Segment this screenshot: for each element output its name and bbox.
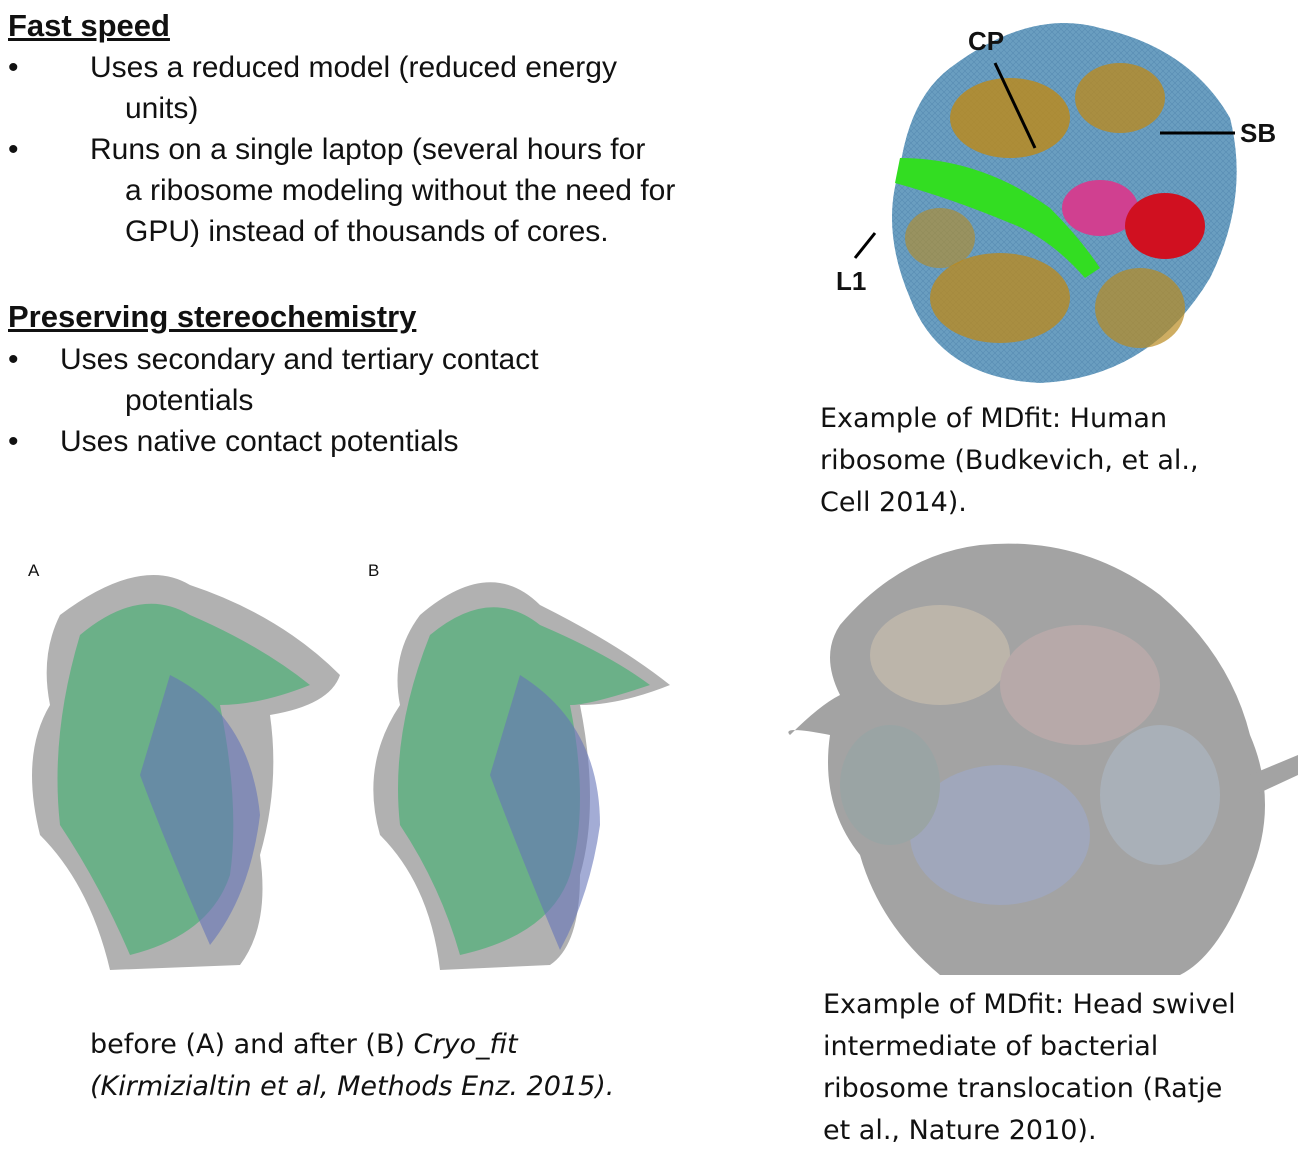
label-l1: L1 bbox=[836, 266, 867, 296]
human-ribosome-figure: CP SB L1 bbox=[830, 8, 1276, 388]
bacterial-ribosome-density-image bbox=[788, 543, 1298, 975]
bullet-icon: • bbox=[8, 343, 19, 376]
caption-cryo-fit: before (A) and after (B) Cryo_fit (Kirmi… bbox=[90, 1029, 615, 1102]
panel-b-label: B bbox=[368, 561, 380, 580]
heading-fast-speed: Fast speed bbox=[8, 8, 170, 43]
bullet-item: • Uses native contact potentials bbox=[8, 421, 788, 462]
bullet-item: • Uses a reduced model (reduced energy u… bbox=[8, 47, 788, 129]
caption-head-swivel: Example of MDfit: Head swivel intermedia… bbox=[823, 989, 1236, 1146]
ribosome-map-image bbox=[853, 23, 1237, 383]
bullet-item: • Uses secondary and tertiary contact po… bbox=[8, 339, 788, 421]
label-cp: CP bbox=[968, 26, 1005, 56]
caption-human-ribosome: Example of MDfit: Human ribosome (Budkev… bbox=[820, 403, 1199, 518]
cryo-fit-figure: A B bbox=[20, 555, 680, 980]
bullet-icon: • bbox=[8, 133, 19, 166]
before-after-structures-image bbox=[32, 575, 670, 970]
label-sb: SB bbox=[1240, 118, 1277, 148]
bullet-icon: • bbox=[8, 425, 19, 458]
panel-a-label: A bbox=[28, 561, 40, 580]
head-swivel-figure bbox=[780, 535, 1298, 977]
bullet-icon: • bbox=[8, 51, 19, 84]
bullet-item: • Runs on a single laptop (several hours… bbox=[8, 129, 788, 252]
heading-stereochemistry: Preserving stereochemistry bbox=[8, 299, 417, 334]
